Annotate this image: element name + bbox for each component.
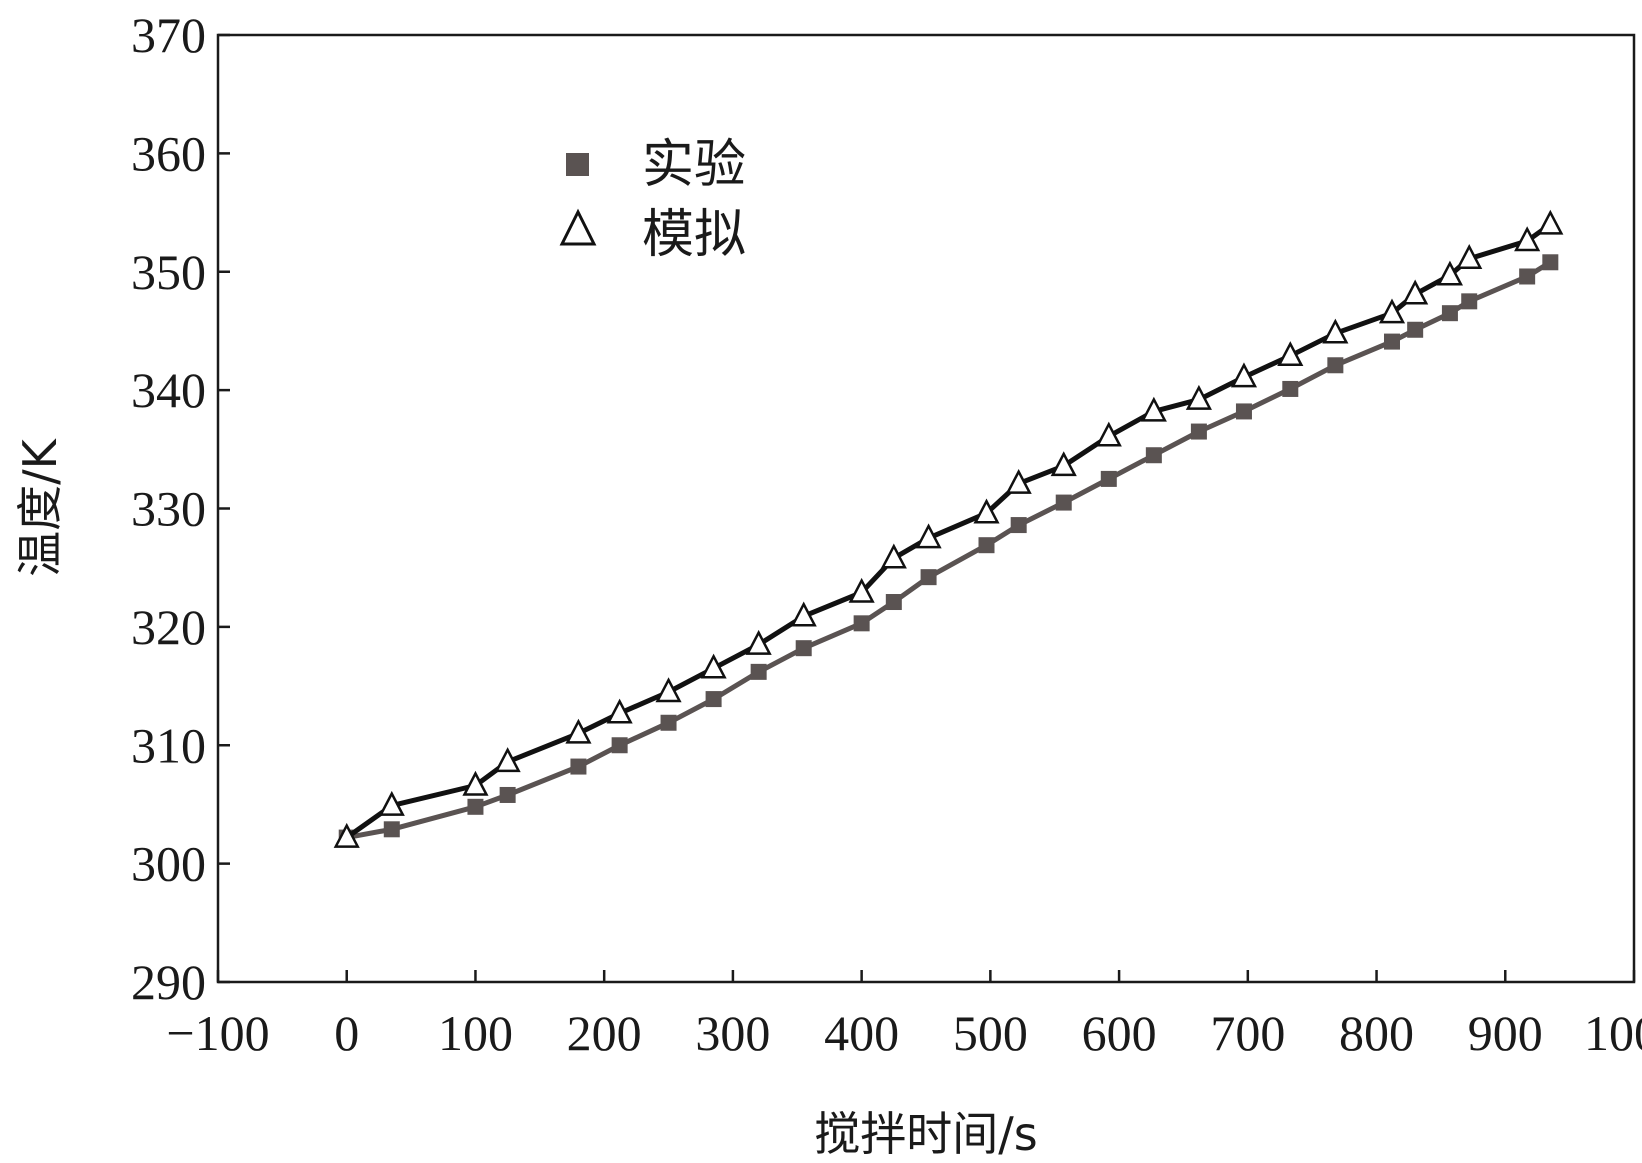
data-point-triangle: [1230, 362, 1258, 388]
data-point-triangle: [1095, 421, 1122, 447]
data-point-triangle: [462, 770, 489, 796]
data-point-square: [1282, 380, 1299, 397]
data-point-triangle: [1005, 468, 1032, 494]
data-point-triangle: [1322, 318, 1349, 344]
data-point-square: [795, 640, 812, 657]
data-point-triangle: [1436, 260, 1463, 286]
x-tick-label: 200: [567, 1005, 642, 1061]
data-point-square: [1461, 293, 1478, 310]
data-point-square: [1407, 321, 1424, 338]
x-tick-label: 700: [1210, 1005, 1285, 1061]
plot-frame: [216, 33, 1636, 984]
data-point-square: [705, 691, 722, 708]
x-tick-label: 600: [1082, 1005, 1157, 1061]
y-tick-label: 300: [131, 836, 206, 892]
legend-marker-square: [566, 153, 589, 176]
data-point-triangle: [700, 653, 727, 679]
data-point-triangle: [606, 698, 633, 724]
data-point-triangle: [565, 718, 592, 744]
data-point-square: [1190, 423, 1207, 440]
data-point-triangle: [655, 677, 682, 703]
y-tick-label: 340: [131, 362, 206, 418]
x-tick-label: 800: [1339, 1005, 1414, 1061]
x-tick-label: 300: [695, 1005, 770, 1061]
data-point-square: [853, 615, 870, 632]
y-axis: 290 300 310 320 330 340 350 360 370: [131, 7, 230, 1010]
x-tick-label: 0: [334, 1005, 359, 1061]
legend-marker-triangle: [559, 208, 597, 246]
x-tick-label: 400: [824, 1005, 899, 1061]
data-point-square: [1519, 268, 1536, 285]
data-point-square: [750, 663, 767, 680]
data-point-square: [660, 714, 677, 731]
data-point-square: [570, 758, 587, 775]
series-layer: [333, 209, 1564, 848]
y-tick-label: 330: [131, 481, 206, 537]
legend-label-simulation: 模拟: [642, 205, 746, 265]
data-point-square: [1100, 470, 1117, 487]
data-point-triangle: [745, 629, 772, 655]
data-point-triangle: [915, 523, 942, 549]
data-point-triangle: [1378, 298, 1406, 324]
data-point-triangle: [1050, 451, 1077, 477]
data-point-square: [1327, 357, 1344, 374]
data-point-square: [499, 786, 516, 803]
data-point-square: [920, 569, 937, 586]
data-point-square: [1383, 333, 1400, 350]
data-point-triangle: [1140, 396, 1167, 422]
legend-label-experiment: 实验: [642, 135, 746, 195]
x-tick-label: 500: [953, 1005, 1028, 1061]
data-point-square: [1542, 254, 1559, 271]
data-point-triangle: [1402, 279, 1429, 305]
data-point-triangle: [1185, 384, 1212, 410]
data-point-triangle: [790, 601, 817, 627]
data-point-square: [467, 798, 484, 815]
y-tick-label: 310: [131, 717, 206, 773]
data-point-triangle: [1514, 226, 1541, 252]
data-point-triangle: [1537, 209, 1564, 235]
data-point-triangle: [880, 543, 907, 569]
data-point-square: [1235, 403, 1252, 420]
data-point-triangle: [378, 790, 405, 816]
data-point-square: [885, 594, 902, 611]
y-axis-title: 温度/K: [13, 437, 67, 576]
data-point-square: [978, 537, 995, 554]
data-point-square: [1441, 305, 1458, 322]
x-tick-label: 900: [1468, 1005, 1543, 1061]
series-line-0: [346, 260, 1552, 841]
data-point-square: [1055, 494, 1072, 511]
data-point-triangle: [1456, 244, 1483, 269]
y-tick-label: 360: [131, 125, 206, 181]
y-tick-label: 370: [131, 7, 206, 63]
y-tick-label: 290: [131, 954, 206, 1010]
x-tick-label: 100: [438, 1005, 513, 1061]
data-point-square: [611, 737, 628, 754]
data-point-triangle: [494, 747, 521, 773]
data-point-triangle: [973, 498, 1000, 524]
data-point-triangle: [848, 577, 875, 603]
y-tick-label: 350: [131, 244, 206, 300]
legend: 实验 模拟: [559, 135, 746, 265]
x-tick-label: −100: [166, 1005, 269, 1061]
data-point-triangle: [333, 822, 360, 848]
data-point-triangle: [1277, 341, 1304, 367]
x-axis-title: 搅拌时间/s: [814, 1107, 1037, 1161]
data-point-square: [383, 821, 400, 838]
data-point-square: [1145, 447, 1162, 464]
y-tick-label: 320: [131, 599, 206, 655]
data-point-square: [1010, 517, 1027, 534]
series-line-1: [345, 222, 1552, 840]
